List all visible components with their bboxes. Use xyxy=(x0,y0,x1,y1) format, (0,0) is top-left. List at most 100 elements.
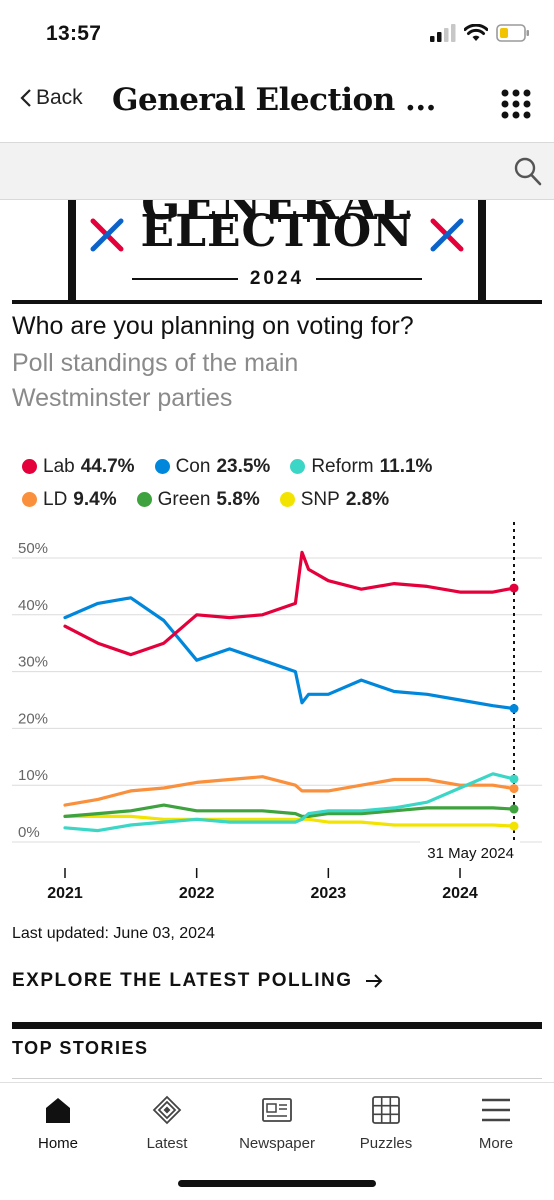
series-endpoint-lab xyxy=(509,583,519,593)
section-divider xyxy=(12,1022,542,1029)
divider xyxy=(12,1078,542,1079)
legend-name: Reform xyxy=(311,455,374,477)
page-title: General Election ... xyxy=(112,82,436,118)
status-time: 13:57 xyxy=(46,22,102,45)
nav-bar: Back General Election ... xyxy=(0,70,554,134)
signal-icon xyxy=(430,24,456,42)
legend-value: 44.7% xyxy=(80,455,135,477)
arrow-right-icon xyxy=(365,974,382,988)
legend-item-ld: LD 9.4% xyxy=(22,489,117,511)
top-stories-heading: TOP STORIES xyxy=(12,1038,149,1058)
x-tick-label: 2023 xyxy=(311,885,347,902)
back-button[interactable]: Back xyxy=(20,86,83,110)
status-bar: 13:57 xyxy=(0,0,554,66)
tab-newspaper[interactable]: Newspaper xyxy=(222,1093,332,1152)
legend-item-lab: Lab 44.7% xyxy=(22,456,135,478)
grid-menu-icon[interactable] xyxy=(500,88,532,120)
puzzles-icon xyxy=(372,1096,400,1124)
legend-item-green: Green 5.8% xyxy=(136,488,260,511)
legend-value: 23.5% xyxy=(216,455,271,477)
wifi-icon xyxy=(464,24,488,41)
series-line-ld xyxy=(63,775,516,807)
legend-value: 9.4% xyxy=(73,488,117,510)
tab-latest[interactable]: Latest xyxy=(112,1093,222,1152)
series-endpoint-reform xyxy=(509,774,519,784)
legend-dot xyxy=(154,459,170,474)
annotation-background xyxy=(420,840,520,864)
tab-puzzles[interactable]: Puzzles xyxy=(331,1093,441,1152)
legend-name: Green xyxy=(157,488,211,510)
search-bar xyxy=(0,142,554,200)
legend-name: LD xyxy=(43,488,68,510)
chart-legend: Lab 44.7% Con 23.5% Reform 11.1% LD 9.4%… xyxy=(22,450,552,516)
tab-more[interactable]: More xyxy=(441,1093,551,1152)
y-tick-label: 30% xyxy=(18,654,48,671)
latest-icon xyxy=(152,1095,182,1125)
legend-dot xyxy=(136,492,152,507)
y-tick-label: 0% xyxy=(18,824,40,841)
series-endpoint-con xyxy=(509,704,519,714)
chevron-left-icon xyxy=(20,89,31,107)
banner-rule xyxy=(132,278,238,280)
menu-icon xyxy=(482,1098,510,1122)
series-endpoint-green xyxy=(509,804,519,814)
legend-name: Con xyxy=(175,455,211,477)
banner-post-left xyxy=(68,200,76,300)
banner-top-text: GENERAL xyxy=(141,200,413,230)
banner-year: 2024 xyxy=(249,268,305,289)
y-tick-label: 10% xyxy=(18,767,48,784)
legend-name: SNP xyxy=(300,488,340,510)
home-indicator xyxy=(178,1180,376,1187)
series-line-con xyxy=(63,596,516,711)
tab-home[interactable]: Home xyxy=(3,1093,113,1152)
x-tick-label: 2021 xyxy=(47,885,83,902)
y-tick-label: 20% xyxy=(18,710,48,727)
election-banner: GENERAL ELECTION 2024 xyxy=(12,200,542,306)
search-input[interactable] xyxy=(10,151,500,191)
tab-label: More xyxy=(478,1135,514,1152)
newspaper-icon xyxy=(262,1098,292,1122)
series-line-lab xyxy=(63,550,516,657)
banner-main-text: ELECTION xyxy=(140,206,414,257)
battery-icon xyxy=(496,24,529,42)
tab-label: Latest xyxy=(146,1135,188,1152)
explore-polling-link[interactable]: EXPLORE THE LATEST POLLING xyxy=(12,970,383,992)
legend-dot xyxy=(22,459,37,474)
x-tick-label: 2022 xyxy=(179,885,215,902)
legend-value: 2.8% xyxy=(345,488,390,510)
legend-value: 11.1% xyxy=(379,455,433,477)
back-label: Back xyxy=(36,86,83,109)
legend-row: LD 9.4% Green 5.8% SNP 2.8% xyxy=(22,483,552,516)
legend-dot xyxy=(279,492,295,507)
tab-label: Puzzles xyxy=(359,1135,413,1152)
poll-line-chart[interactable]: 50% 40% 30% 20% 10% 0% 2021 2022 2023 2024 31 May … xyxy=(0,516,554,910)
legend-value: 5.8% xyxy=(216,488,260,510)
tab-label: Newspaper xyxy=(239,1135,315,1152)
ballot-cross-icon xyxy=(90,218,124,252)
home-icon xyxy=(46,1098,70,1123)
legend-name: Lab xyxy=(43,455,75,477)
date-annotation: 31 May 2024 xyxy=(427,845,514,862)
search-icon[interactable] xyxy=(514,157,542,187)
legend-dot xyxy=(290,459,306,474)
y-tick-label: 50% xyxy=(18,540,48,557)
legend-row: Lab 44.7% Con 23.5% Reform 11.1% xyxy=(22,450,552,483)
banner-year-row: 2024 xyxy=(132,266,422,292)
banner-post-right xyxy=(478,200,486,300)
series-endpoint-snp xyxy=(509,821,519,831)
last-updated: Last updated: June 03, 2024 xyxy=(12,925,215,942)
series-endpoint-ld xyxy=(509,784,519,794)
tab-label: Home xyxy=(37,1135,78,1152)
legend-item-reform: Reform 11.1% xyxy=(290,456,432,478)
explore-label: EXPLORE THE LATEST POLLING xyxy=(12,970,353,991)
legend-item-snp: SNP 2.8% xyxy=(279,488,390,511)
y-tick-label: 40% xyxy=(18,597,48,614)
legend-dot xyxy=(22,492,37,507)
chart-subtitle: Poll standings of the main Westminster p… xyxy=(12,349,299,412)
status-icons xyxy=(430,24,530,42)
banner-underline xyxy=(12,300,542,304)
series-line-green xyxy=(63,803,516,818)
ballot-cross-icon xyxy=(430,218,464,252)
series-line-reform xyxy=(63,772,516,833)
x-tick-label: 2024 xyxy=(442,885,478,902)
